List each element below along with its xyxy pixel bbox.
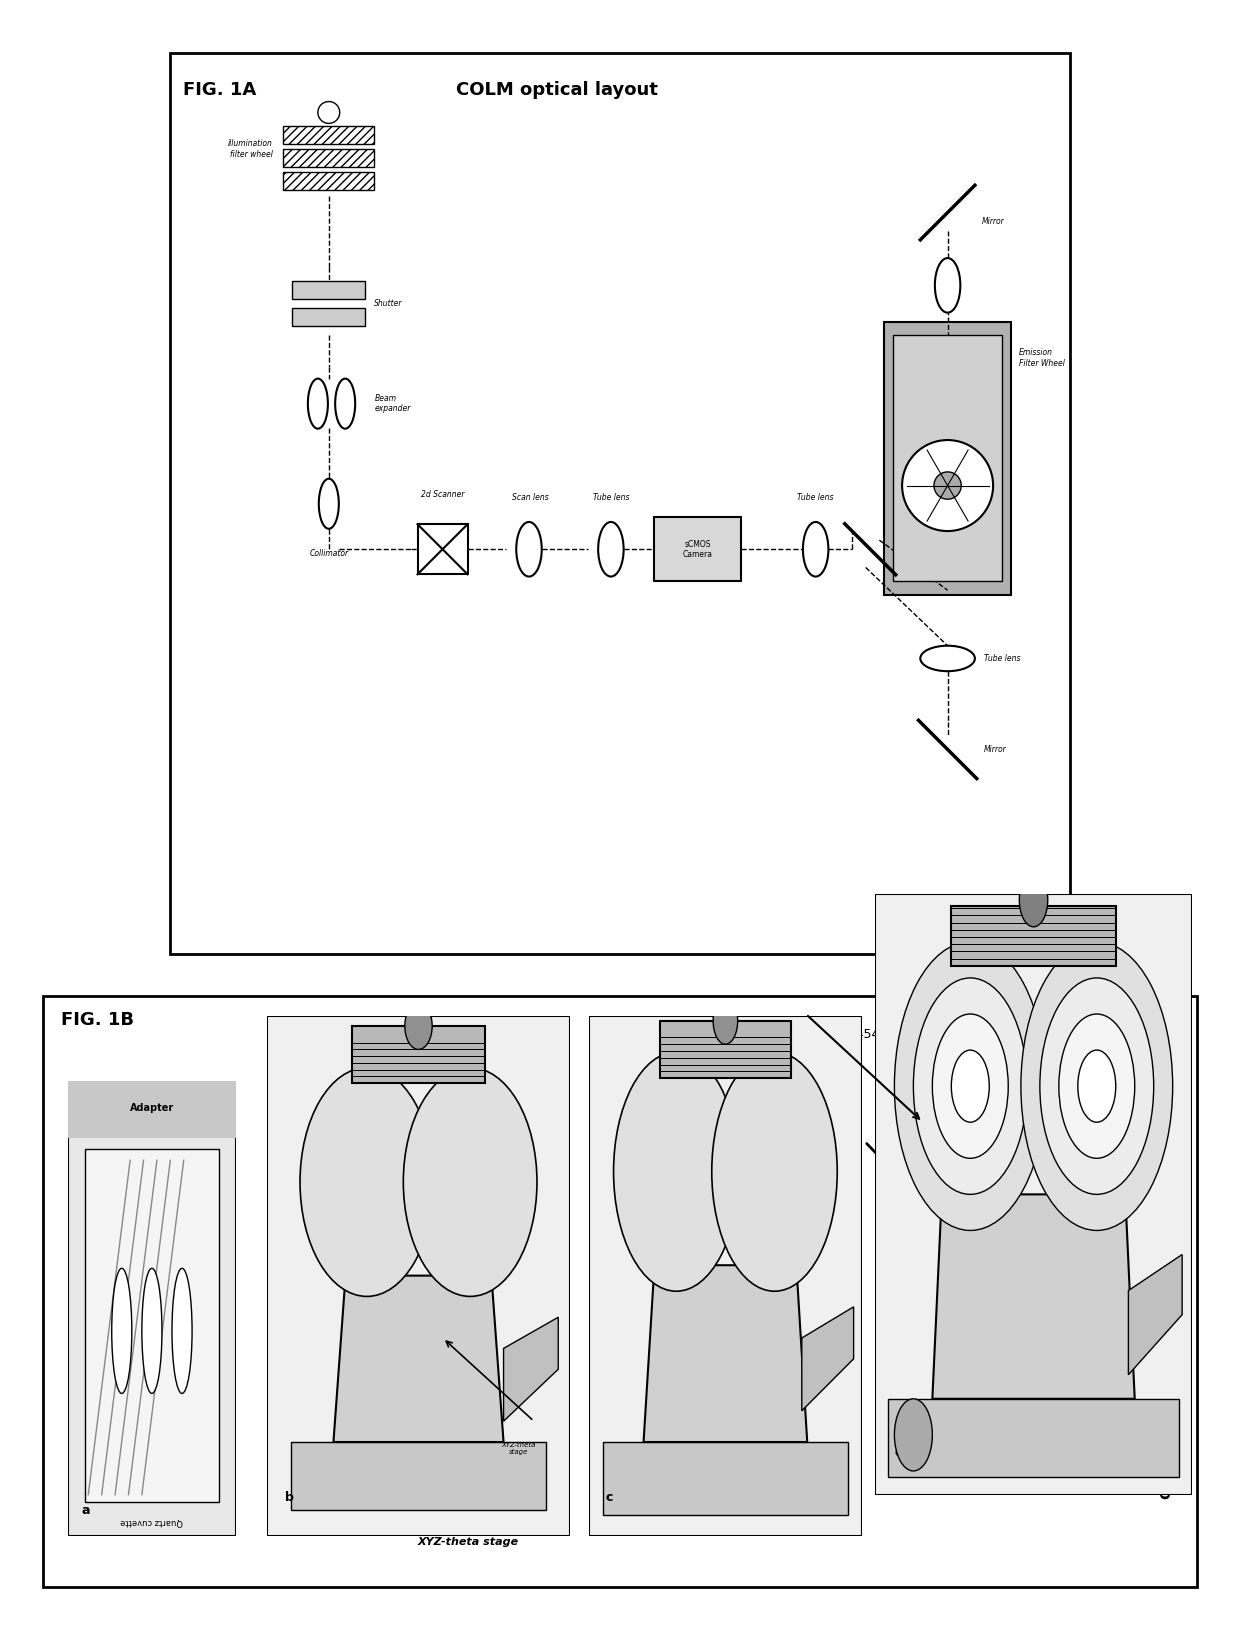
Text: Tube lens: Tube lens xyxy=(985,653,1021,663)
Circle shape xyxy=(1019,873,1048,926)
Circle shape xyxy=(730,1089,818,1254)
Circle shape xyxy=(652,1124,701,1219)
Circle shape xyxy=(300,1068,434,1297)
Ellipse shape xyxy=(935,258,960,312)
Text: FIG. 1A: FIG. 1A xyxy=(184,81,257,99)
FancyBboxPatch shape xyxy=(283,172,374,190)
FancyBboxPatch shape xyxy=(893,335,1002,582)
Circle shape xyxy=(713,998,738,1045)
Polygon shape xyxy=(932,1194,1135,1399)
FancyBboxPatch shape xyxy=(951,905,1116,965)
Text: b: b xyxy=(285,1492,294,1505)
Text: Tube lens: Tube lens xyxy=(797,492,833,502)
FancyBboxPatch shape xyxy=(68,1081,236,1137)
Circle shape xyxy=(1078,1050,1116,1123)
Circle shape xyxy=(1040,978,1153,1194)
Circle shape xyxy=(446,1141,495,1224)
FancyBboxPatch shape xyxy=(983,1025,1084,1146)
Polygon shape xyxy=(644,1266,807,1441)
FancyBboxPatch shape xyxy=(660,1020,791,1077)
Text: Mirror: Mirror xyxy=(982,218,1004,226)
Circle shape xyxy=(951,1050,990,1123)
Text: Quartz cuvette: Quartz cuvette xyxy=(120,1518,184,1526)
Polygon shape xyxy=(334,1276,503,1441)
Ellipse shape xyxy=(172,1268,192,1393)
Ellipse shape xyxy=(141,1268,162,1393)
Ellipse shape xyxy=(335,379,355,429)
Circle shape xyxy=(404,1003,433,1050)
Circle shape xyxy=(1059,1014,1135,1159)
Text: COLM optical layout: COLM optical layout xyxy=(456,81,658,99)
Circle shape xyxy=(342,1141,391,1224)
Text: sCMOS
Camera: sCMOS Camera xyxy=(682,540,712,559)
FancyBboxPatch shape xyxy=(43,996,1197,1588)
Text: Collimator: Collimator xyxy=(309,549,348,559)
Text: Beam
expander: Beam expander xyxy=(374,393,410,413)
Circle shape xyxy=(712,1051,837,1292)
Polygon shape xyxy=(503,1318,558,1422)
Text: Optically homogeneous sample manipulation system: Optically homogeneous sample manipulatio… xyxy=(1159,1086,1174,1498)
Text: Adapter: Adapter xyxy=(130,1103,174,1113)
FancyBboxPatch shape xyxy=(68,1081,236,1536)
FancyBboxPatch shape xyxy=(283,150,374,167)
Circle shape xyxy=(934,471,961,499)
Text: FIG. 1B: FIG. 1B xyxy=(61,1011,134,1029)
FancyBboxPatch shape xyxy=(875,894,1192,1495)
Text: XYZ-theta
stage: XYZ-theta stage xyxy=(501,1441,536,1454)
FancyBboxPatch shape xyxy=(293,309,366,327)
Ellipse shape xyxy=(112,1268,131,1393)
FancyBboxPatch shape xyxy=(603,1441,848,1514)
FancyBboxPatch shape xyxy=(888,1399,1179,1477)
FancyBboxPatch shape xyxy=(170,54,1070,954)
Circle shape xyxy=(1021,942,1173,1230)
FancyBboxPatch shape xyxy=(267,1016,570,1536)
Text: Scan lens: Scan lens xyxy=(512,492,549,502)
Ellipse shape xyxy=(308,379,327,429)
Text: XYZ-theta stage: XYZ-theta stage xyxy=(418,1537,520,1547)
Text: Shutter: Shutter xyxy=(374,299,403,309)
Ellipse shape xyxy=(598,522,624,577)
Text: 2d Scanner: 2d Scanner xyxy=(420,491,464,499)
Circle shape xyxy=(932,1014,1008,1159)
Ellipse shape xyxy=(319,479,339,528)
Polygon shape xyxy=(1128,1254,1182,1375)
Text: RI liquid 1.454: RI liquid 1.454 xyxy=(789,1029,879,1042)
Circle shape xyxy=(894,1399,932,1471)
Text: illumination
filter wheel: illumination filter wheel xyxy=(227,140,273,159)
FancyBboxPatch shape xyxy=(418,525,467,574)
Circle shape xyxy=(321,1103,413,1259)
FancyBboxPatch shape xyxy=(589,1016,862,1536)
Text: a: a xyxy=(82,1505,91,1518)
Text: Mirror: Mirror xyxy=(985,744,1007,754)
FancyBboxPatch shape xyxy=(283,127,374,145)
Text: d: d xyxy=(894,1446,903,1459)
Polygon shape xyxy=(802,1306,853,1410)
Circle shape xyxy=(750,1124,799,1219)
FancyBboxPatch shape xyxy=(655,517,740,582)
FancyBboxPatch shape xyxy=(293,281,366,299)
FancyBboxPatch shape xyxy=(884,322,1012,595)
FancyBboxPatch shape xyxy=(291,1441,546,1510)
FancyBboxPatch shape xyxy=(84,1149,219,1502)
Ellipse shape xyxy=(516,522,542,577)
Ellipse shape xyxy=(920,645,975,671)
Circle shape xyxy=(317,101,340,124)
Circle shape xyxy=(614,1051,739,1292)
Circle shape xyxy=(632,1089,720,1254)
Circle shape xyxy=(894,942,1047,1230)
Circle shape xyxy=(403,1068,537,1297)
Text: Emission
Filter Wheel: Emission Filter Wheel xyxy=(1018,348,1064,367)
Text: c: c xyxy=(605,1492,613,1505)
FancyBboxPatch shape xyxy=(352,1025,485,1084)
Circle shape xyxy=(914,978,1027,1194)
Circle shape xyxy=(901,440,993,531)
Ellipse shape xyxy=(804,522,828,577)
Circle shape xyxy=(424,1103,516,1259)
Text: Tube lens: Tube lens xyxy=(593,492,629,502)
